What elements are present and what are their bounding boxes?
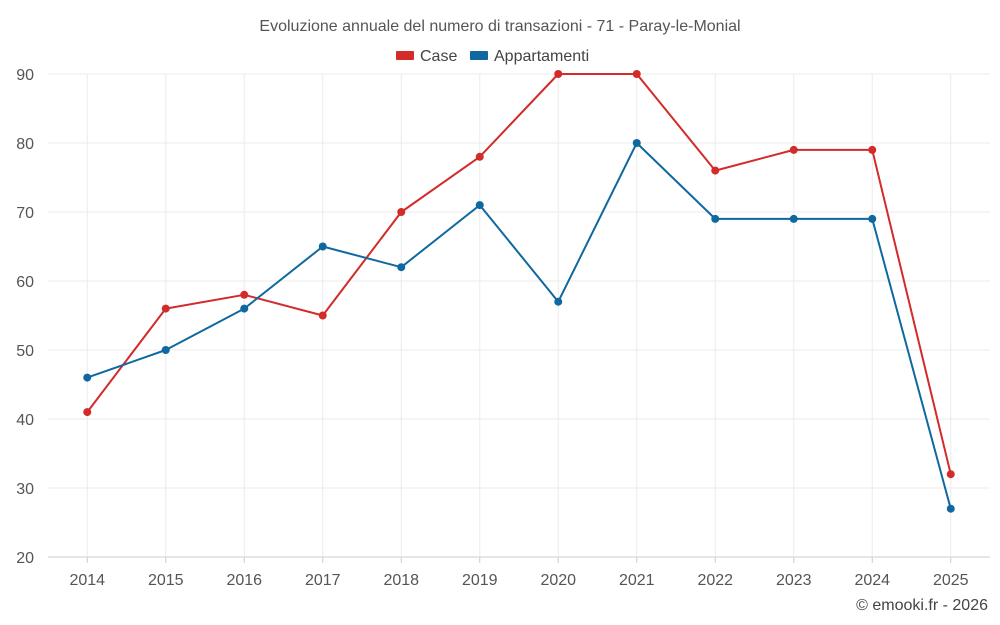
data-point-appartamenti[interactable] bbox=[397, 263, 406, 272]
legend-swatch-appartamenti[interactable] bbox=[470, 51, 488, 60]
data-point-appartamenti[interactable] bbox=[475, 201, 484, 210]
data-point-appartamenti[interactable] bbox=[554, 297, 563, 306]
data-point-case[interactable] bbox=[554, 70, 563, 78]
data-point-appartamenti[interactable] bbox=[318, 242, 327, 251]
data-point-appartamenti[interactable] bbox=[632, 139, 641, 147]
data-point-case[interactable] bbox=[946, 470, 955, 479]
legend-label-case[interactable]: Case bbox=[420, 48, 457, 65]
series-line-case bbox=[86, 73, 952, 475]
y-tick-label: 40 bbox=[16, 412, 34, 429]
x-tick-label: 2020 bbox=[540, 572, 576, 589]
y-tick-label: 50 bbox=[16, 343, 34, 360]
data-point-appartamenti[interactable] bbox=[868, 214, 877, 223]
data-point-case[interactable] bbox=[240, 290, 249, 299]
y-tick-label: 90 bbox=[16, 67, 34, 84]
x-tick-label: 2017 bbox=[305, 572, 341, 589]
data-point-case[interactable] bbox=[161, 304, 170, 313]
data-point-appartamenti[interactable] bbox=[711, 214, 720, 223]
x-tick-label: 2015 bbox=[148, 572, 184, 589]
series-line-appartamenti bbox=[86, 142, 952, 509]
legend-swatch-case[interactable] bbox=[396, 51, 414, 60]
data-point-appartamenti[interactable] bbox=[161, 346, 170, 354]
data-point-case[interactable] bbox=[397, 208, 406, 216]
x-tick-label: 2018 bbox=[383, 572, 419, 589]
legend: Case Appartamenti bbox=[396, 48, 589, 65]
data-point-case[interactable] bbox=[789, 145, 798, 154]
x-tick-label: 2022 bbox=[697, 572, 733, 589]
x-tick-label: 2019 bbox=[462, 572, 498, 589]
data-point-appartamenti[interactable] bbox=[83, 373, 92, 382]
data-point-case[interactable] bbox=[475, 152, 484, 161]
y-tick-label: 30 bbox=[16, 481, 34, 498]
series-layer bbox=[83, 70, 955, 513]
series-appartamenti bbox=[83, 139, 955, 513]
y-tick-label: 80 bbox=[16, 136, 34, 153]
data-point-case[interactable] bbox=[318, 311, 327, 320]
data-point-case[interactable] bbox=[83, 408, 92, 417]
data-point-appartamenti[interactable] bbox=[240, 304, 249, 313]
x-tick-label: 2021 bbox=[619, 572, 655, 589]
y-tick-label: 60 bbox=[16, 274, 34, 291]
y-tick-label: 20 bbox=[16, 550, 34, 567]
axes: 20 30 40 50 60 70 80 90 2014 2015 2016 2017 2018 2019… bbox=[16, 67, 968, 589]
data-point-case[interactable] bbox=[711, 166, 720, 175]
x-tick-label: 2014 bbox=[69, 572, 105, 589]
x-tick-label: 2024 bbox=[854, 572, 890, 589]
data-point-case[interactable] bbox=[868, 145, 877, 154]
credit-text: © emooki.fr - 2026 bbox=[856, 597, 988, 614]
x-tick-label: 2023 bbox=[776, 572, 812, 589]
x-tick-label: 2025 bbox=[933, 572, 969, 589]
x-tick-label: 2016 bbox=[226, 572, 262, 589]
chart-title: Evoluzione annuale del numero di transaz… bbox=[259, 18, 740, 35]
legend-label-appartamenti[interactable]: Appartamenti bbox=[494, 48, 589, 65]
data-point-appartamenti[interactable] bbox=[946, 504, 955, 513]
data-point-appartamenti[interactable] bbox=[789, 214, 798, 223]
series-case bbox=[83, 70, 955, 479]
y-tick-label: 70 bbox=[16, 205, 34, 222]
data-point-case[interactable] bbox=[632, 70, 641, 78]
gridlines bbox=[48, 73, 990, 558]
